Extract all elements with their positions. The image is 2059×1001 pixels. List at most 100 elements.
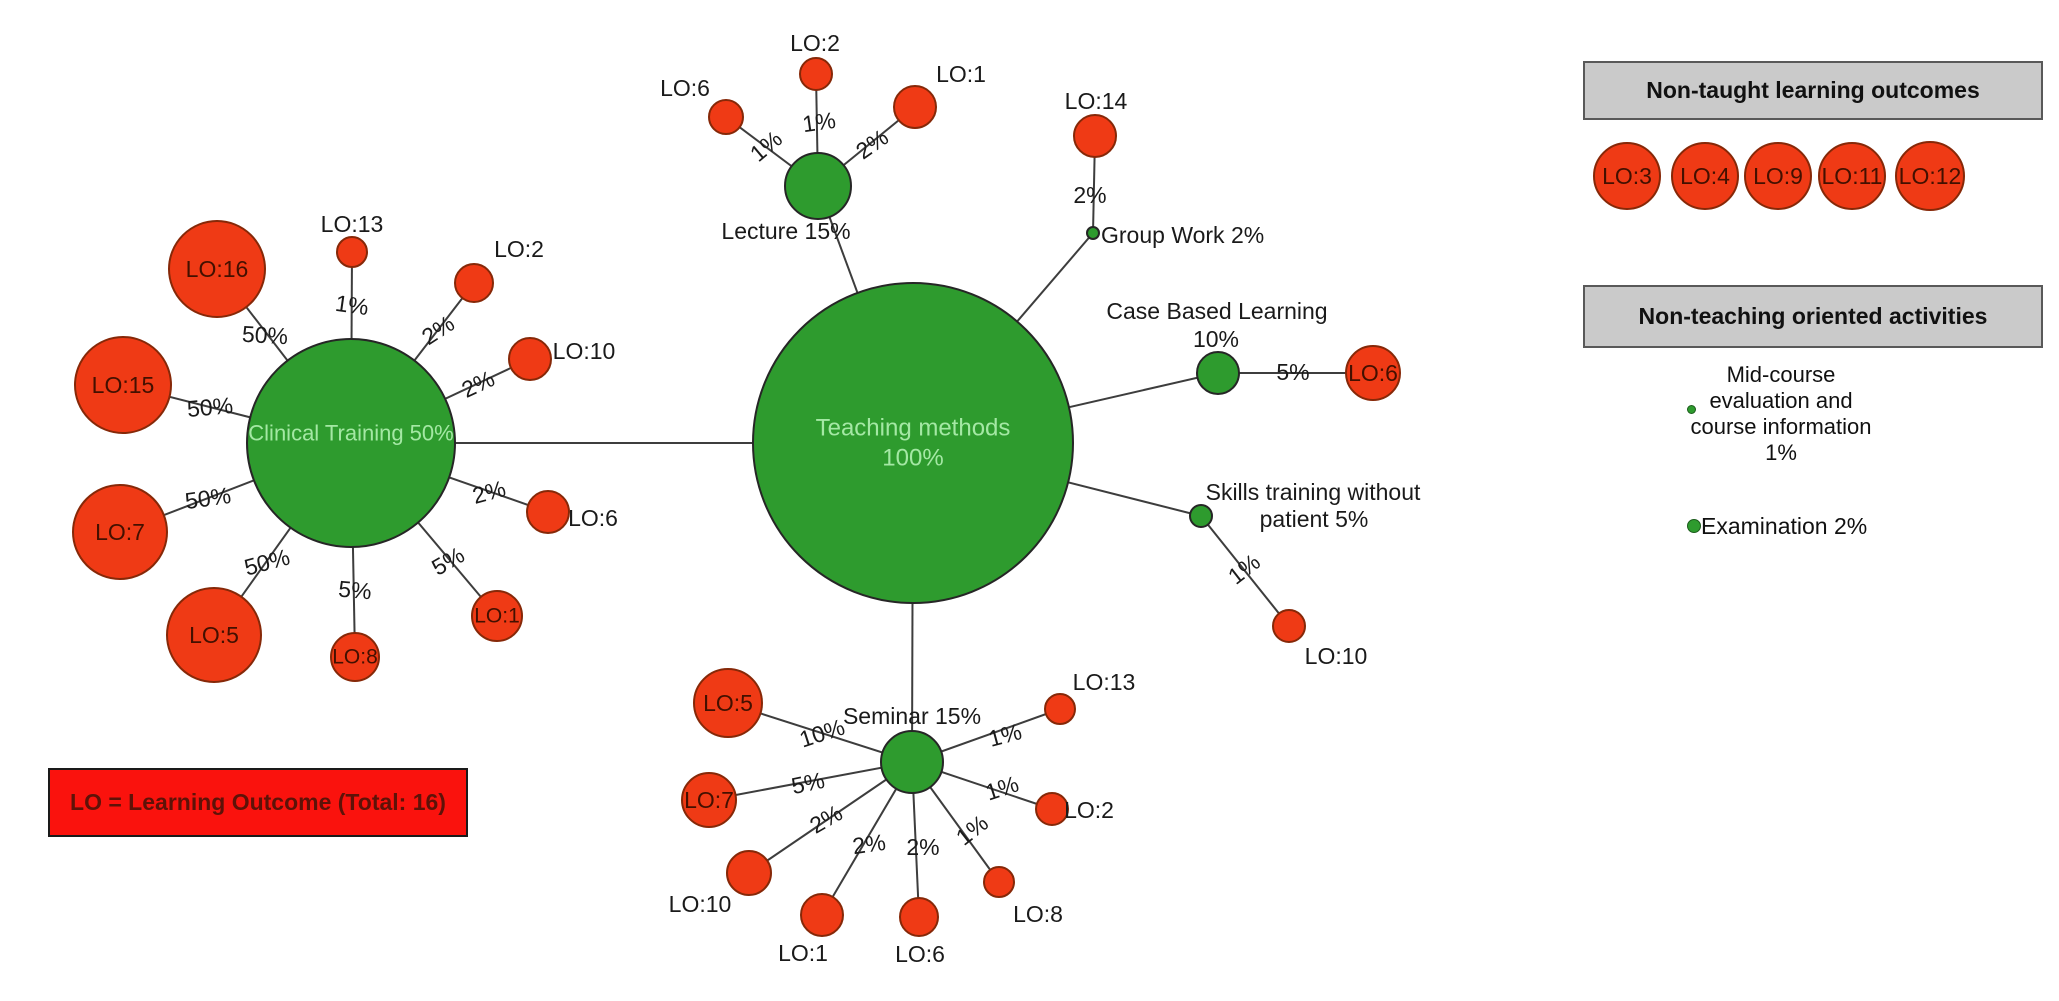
panel-activities-header: Non-teaching oriented activities — [1583, 285, 2043, 348]
node-label-nt3: LO:3 — [1602, 163, 1652, 189]
node-c7 — [72, 484, 168, 580]
node-nt4 — [1671, 142, 1739, 210]
node-label-nt4: LO:4 — [1680, 163, 1730, 189]
node-label-c15: LO:15 — [92, 372, 155, 398]
midcourse-line-4: 1% — [1765, 440, 1797, 465]
label-seminar-15--1: Seminar 15% — [843, 703, 981, 729]
label-lo-8-18: LO:8 — [1013, 901, 1063, 927]
node-tm — [752, 282, 1074, 604]
label-lo-6-17: LO:6 — [895, 941, 945, 967]
node-label-nt9: LO:9 — [1753, 163, 1803, 189]
node-label-tm-0: Teaching methods — [816, 415, 1011, 442]
node-nt12 — [1895, 141, 1965, 211]
node-nt3 — [1593, 142, 1661, 210]
node-skills — [1189, 504, 1213, 528]
label-group-work-2--2: Group Work 2% — [1101, 222, 1264, 248]
label-case-based-learning-3: Case Based Learning — [1106, 298, 1327, 324]
label-lo-6-10: LO:6 — [568, 505, 618, 531]
node-nt9 — [1744, 142, 1812, 210]
edge-label-1pct-10: 1% — [745, 125, 787, 166]
node-l1 — [893, 85, 937, 129]
examination-label: Examination 2% — [1701, 513, 1868, 539]
midcourse-line-3: course information — [1690, 414, 1872, 439]
edge-label-1pct-11: 1% — [801, 107, 838, 137]
node-nt11 — [1818, 142, 1886, 210]
node-seminar — [880, 730, 944, 794]
node-c10 — [508, 337, 552, 381]
node-s5 — [693, 668, 763, 738]
node-c16 — [168, 220, 266, 318]
node-label-c16: LO:16 — [186, 256, 249, 282]
midcourse-dot — [1687, 405, 1696, 414]
label-lo-1-16: LO:1 — [778, 940, 828, 966]
node-s8 — [983, 866, 1015, 898]
node-lecture — [784, 152, 852, 220]
label-lo-13-20: LO:13 — [1073, 669, 1136, 695]
edge-label-50pct-0: 50% — [241, 321, 288, 349]
label-lo-6-11: LO:6 — [660, 75, 710, 101]
node-s7 — [681, 772, 737, 828]
node-group-work — [1086, 226, 1100, 240]
label-lo-10-15: LO:10 — [669, 891, 732, 917]
label-lecture-15--0: Lecture 15% — [721, 218, 850, 244]
edge-label-1pct-22: 1% — [982, 770, 1022, 805]
midcourse-line-2: evaluation and — [1709, 388, 1853, 413]
node-l14 — [1073, 114, 1117, 158]
node-label-c8: LO:8 — [332, 646, 378, 669]
node-label-c5: LO:5 — [189, 622, 239, 648]
node-case-based — [1196, 351, 1240, 395]
node-label-tm-1: 100% — [882, 445, 943, 472]
activities-title: Non-teaching oriented activities — [1638, 303, 1988, 329]
node-s6 — [899, 897, 939, 937]
label-lo-2-19: LO:2 — [1064, 797, 1114, 823]
midcourse-label: Mid-course evaluation and course informa… — [1661, 362, 1901, 466]
node-label-clinical: Clinical Training 50% — [248, 421, 453, 446]
node-sk10 — [1272, 609, 1306, 643]
node-c5 — [166, 587, 262, 683]
node-c15 — [74, 336, 172, 434]
label-lo-2-12: LO:2 — [790, 30, 840, 56]
label-10--4: 10% — [1193, 326, 1239, 352]
legend-label: LO = Learning Outcome (Total: 16) — [70, 789, 446, 815]
edge-label-10pct-16: 10% — [796, 714, 848, 753]
node-s13 — [1044, 693, 1076, 725]
edge-label-1pct-21: 1% — [951, 810, 993, 851]
edge-label-1pct-1: 1% — [334, 290, 371, 320]
node-s2 — [1035, 792, 1069, 826]
node-label-c1: LO:1 — [474, 605, 520, 628]
legend-box: LO = Learning Outcome (Total: 16) — [48, 768, 468, 837]
node-c13 — [336, 236, 368, 268]
label-lo-2-8: LO:2 — [494, 236, 544, 262]
node-s10 — [726, 850, 772, 896]
non-taught-title: Non-taught learning outcomes — [1646, 77, 1980, 103]
edge-label-2pct-3: 2% — [457, 365, 498, 403]
edge-label-50pct-5: 50% — [183, 482, 232, 514]
edge-label-2pct-2: 2% — [417, 310, 459, 350]
node-c2 — [454, 263, 494, 303]
edge-label-1pct-15: 1% — [1223, 549, 1265, 590]
node-label-s5: LO:5 — [703, 690, 753, 716]
node-label-s7: LO:7 — [684, 787, 734, 813]
label-lo-10-21: LO:10 — [1305, 643, 1368, 669]
node-clinical — [246, 338, 456, 548]
node-c1 — [471, 590, 523, 642]
edge-label-5pct-7: 5% — [337, 576, 372, 605]
edge-skills-sk10 — [1200, 515, 1290, 627]
edge-label-2pct-13: 2% — [1073, 182, 1106, 208]
edge-label-2pct-18: 2% — [805, 799, 847, 838]
node-l2 — [799, 57, 833, 91]
label-lo-14-14: LO:14 — [1065, 88, 1128, 114]
edge-label-2pct-9: 2% — [470, 475, 509, 509]
edge-label-5pct-14: 5% — [1276, 359, 1309, 385]
node-label-nt11: LO:11 — [1822, 163, 1883, 189]
edge-label-2pct-19: 2% — [851, 829, 888, 859]
node-cb6 — [1345, 345, 1401, 401]
node-label-cb6: LO:6 — [1348, 360, 1398, 386]
panel-non-taught-header: Non-taught learning outcomes — [1583, 61, 2043, 120]
node-label-c7: LO:7 — [95, 519, 145, 545]
node-l6 — [708, 99, 744, 135]
edge-label-2pct-20: 2% — [906, 834, 939, 860]
label-lo-13-7: LO:13 — [321, 211, 384, 237]
